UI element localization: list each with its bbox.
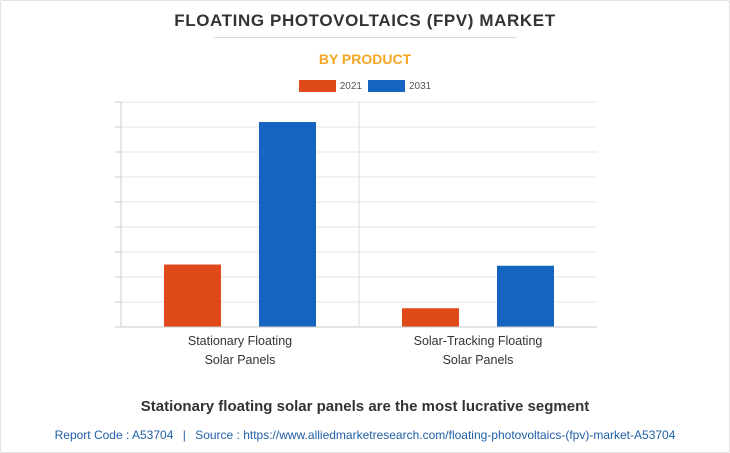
bars — [164, 122, 554, 327]
legend-label-2031: 2031 — [409, 80, 432, 92]
legend-item-2021[interactable]: 2021 — [298, 80, 362, 92]
bar-2031-category-2[interactable] — [497, 265, 554, 327]
category-label: Stationary Floating — [188, 334, 292, 348]
legend-item-2031[interactable]: 2031 — [368, 80, 431, 92]
chart-title: FLOATING PHOTOVOLTAICS (FPV) MARKET — [174, 11, 556, 30]
footer-separator: | — [182, 428, 186, 442]
title-divider — [214, 37, 516, 38]
bar-2031-category-1[interactable] — [259, 122, 316, 327]
category-labels: Stationary Floating Solar Panels Solar-Tra… — [188, 334, 543, 367]
legend-swatch-2021 — [298, 80, 336, 92]
chart-legend: 2021 2031 — [0, 80, 730, 92]
legend-label-2021: 2021 — [339, 80, 362, 92]
category-label: Solar Panels — [205, 353, 276, 367]
bar-2021-category-1[interactable] — [164, 264, 221, 328]
axes — [120, 102, 597, 328]
legend-swatch-2031 — [368, 80, 405, 92]
category-label: Solar-Tracking Floating — [414, 334, 543, 348]
report-code: Report Code : A53704 — [54, 428, 174, 442]
source-link[interactable]: Source : https://www.alliedmarketresearc… — [195, 428, 676, 442]
category-label: Solar Panels — [443, 353, 514, 367]
report-footer: Report Code : A53704 | Source : https://… — [0, 428, 730, 442]
chart-caption: Stationary floating solar panels are the… — [140, 398, 590, 415]
bar-2021-category-2[interactable] — [402, 308, 459, 327]
chart-subtitle: BY PRODUCT — [318, 51, 412, 67]
